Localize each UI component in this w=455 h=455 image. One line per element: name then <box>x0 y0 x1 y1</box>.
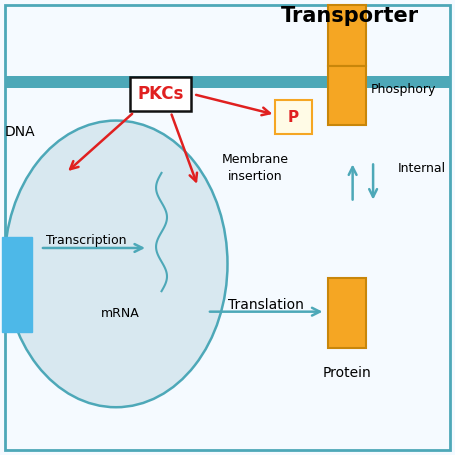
Text: Translation: Translation <box>228 298 304 312</box>
Bar <box>275 100 312 134</box>
Text: Phosphory: Phosphory <box>371 83 436 96</box>
Bar <box>328 66 366 125</box>
Text: DNA: DNA <box>5 125 35 139</box>
Bar <box>2 237 32 332</box>
Text: Internal: Internal <box>398 162 446 175</box>
Text: Membrane
insertion: Membrane insertion <box>221 153 288 183</box>
Ellipse shape <box>5 121 228 407</box>
Bar <box>328 278 366 348</box>
Text: Transcription: Transcription <box>46 234 126 247</box>
Text: mRNA: mRNA <box>101 308 140 320</box>
Text: Transporter: Transporter <box>281 6 420 26</box>
Bar <box>328 5 366 66</box>
Bar <box>5 76 450 87</box>
Text: P: P <box>288 110 299 125</box>
Text: Protein: Protein <box>323 366 371 380</box>
Text: PKCs: PKCs <box>137 86 183 103</box>
Bar <box>130 77 191 111</box>
